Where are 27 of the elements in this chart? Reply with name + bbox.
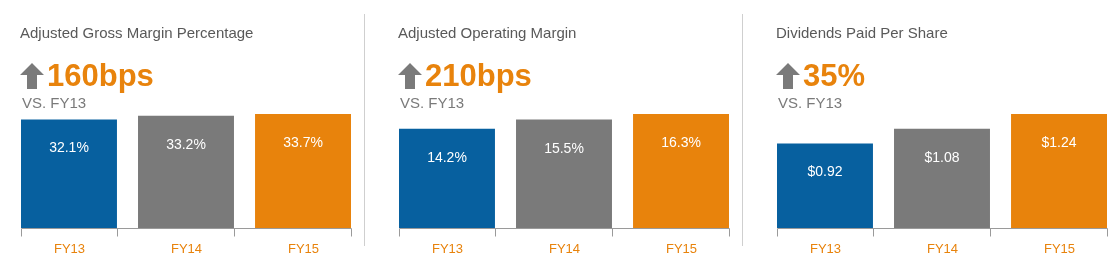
data-label: 33.2% (166, 135, 206, 152)
data-label: $0.92 (807, 163, 843, 180)
data-label: 14.2% (427, 148, 467, 165)
x-tick-label: FY15 (287, 240, 320, 256)
x-tick-label: FY15 (1043, 240, 1076, 256)
x-tick-label: FY14 (926, 240, 959, 256)
x-tick-label: FY13 (53, 240, 86, 256)
data-label: $1.24 (1041, 134, 1077, 150)
data-label: 15.5% (544, 139, 584, 156)
data-label: 32.1% (49, 139, 89, 156)
data-label: $1.08 (924, 148, 960, 165)
x-tick-label: FY15 (665, 240, 698, 256)
chart-title: Adjusted Gross Margin Percentage (20, 24, 254, 41)
chart-title: Dividends Paid Per Share (776, 24, 948, 41)
text: VS. FY13 (400, 94, 465, 111)
x-tick-label: FY13 (431, 240, 464, 256)
x-tick-label: FY13 (809, 240, 842, 256)
x-tick-label: FY14 (548, 240, 581, 256)
text: VS. FY13 (778, 94, 843, 111)
chart-title: Adjusted Operating Margin (398, 24, 577, 41)
data-label: 33.7% (283, 134, 323, 150)
data-label: 16.3% (661, 134, 701, 150)
text: 160bps (47, 58, 154, 94)
text: 210bps (425, 58, 532, 94)
x-tick-label: FY14 (170, 240, 203, 256)
text: 35% (803, 58, 866, 94)
text: VS. FY13 (22, 94, 87, 111)
